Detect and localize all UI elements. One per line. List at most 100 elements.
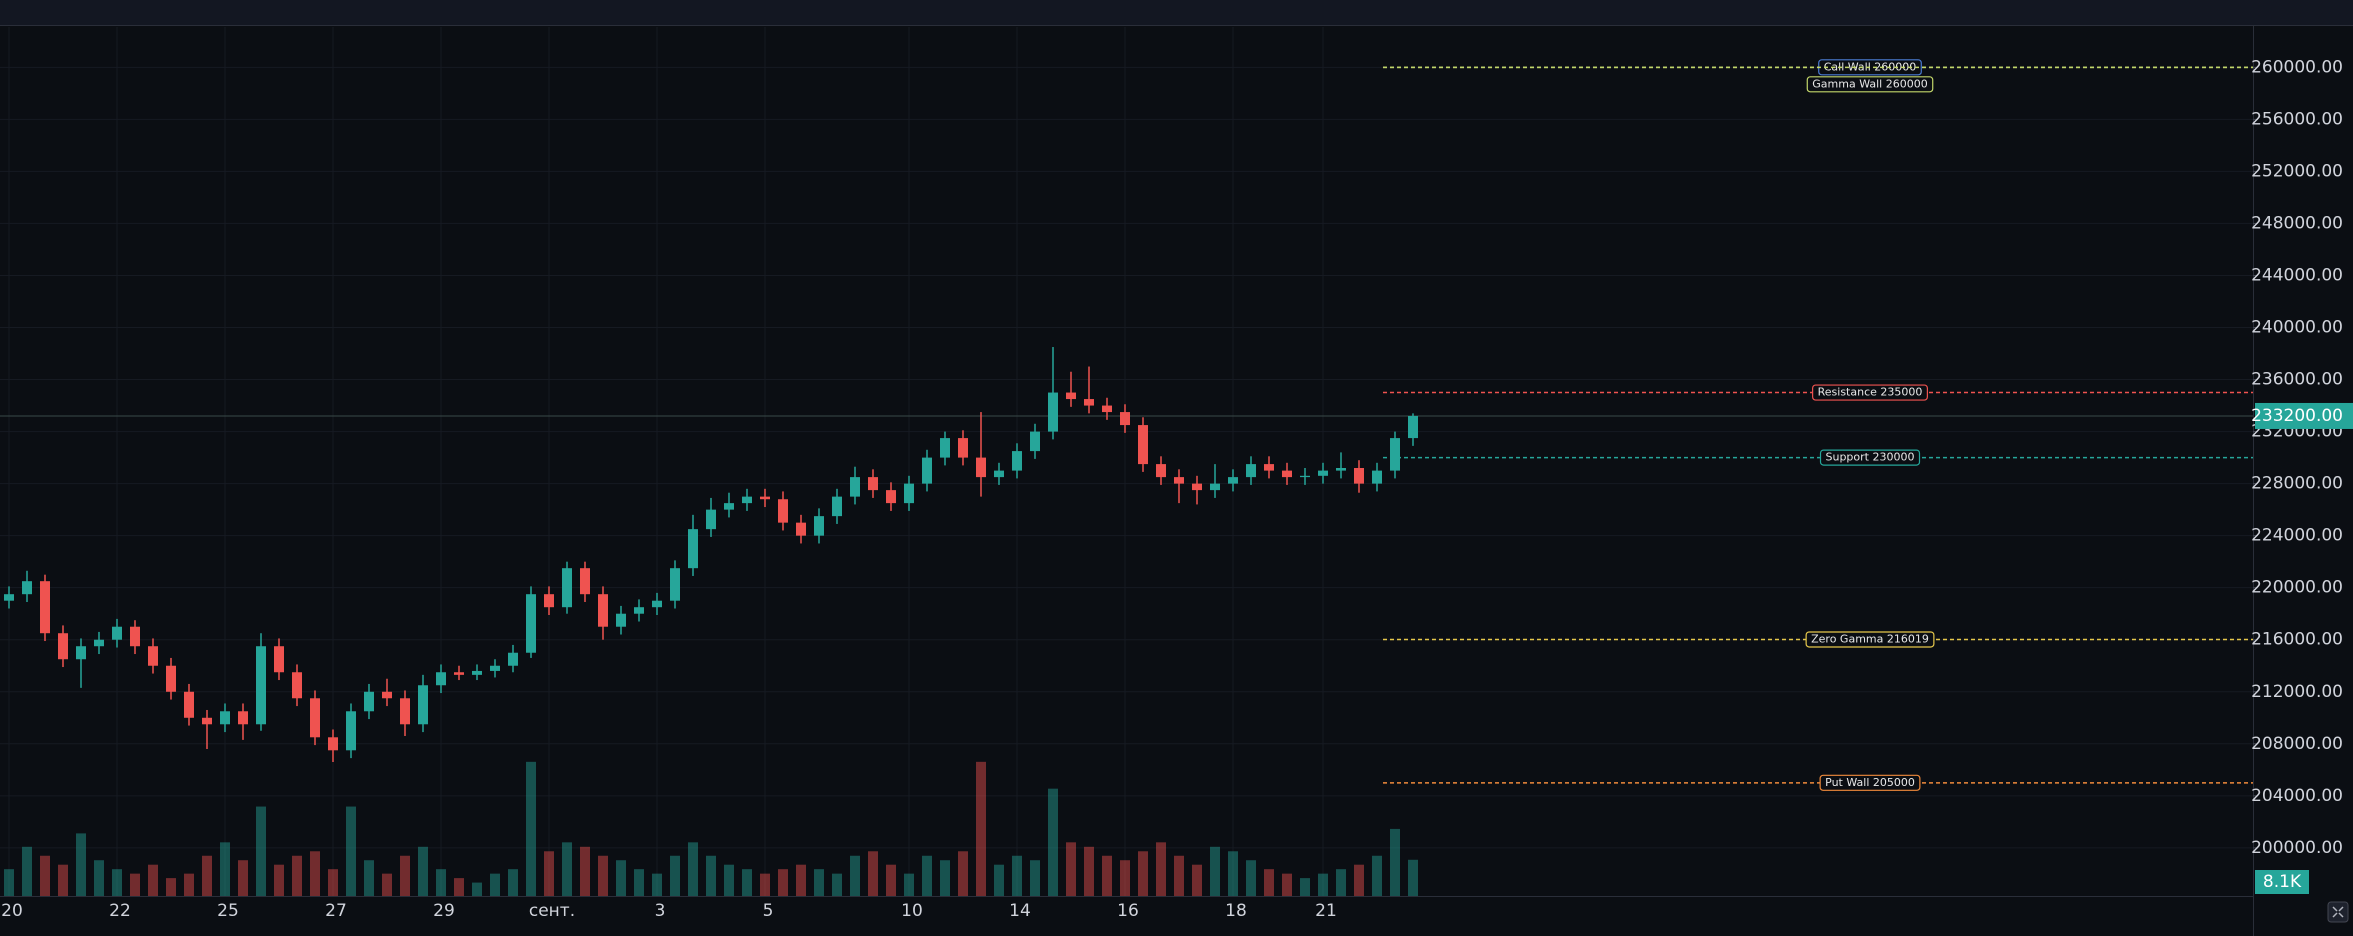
volume-bar bbox=[958, 851, 968, 896]
candle-body bbox=[1336, 468, 1346, 471]
candle-body bbox=[940, 438, 950, 458]
volume-bar bbox=[40, 855, 50, 896]
candle-body bbox=[994, 470, 1004, 478]
candle-body bbox=[202, 717, 212, 725]
candle-body bbox=[1102, 405, 1112, 413]
candle-body bbox=[238, 711, 248, 725]
candle-body bbox=[1156, 464, 1166, 478]
current-price-label: 233200.00 bbox=[2251, 406, 2343, 426]
volume-bar bbox=[1336, 869, 1346, 896]
volume-bar bbox=[346, 806, 356, 896]
candle-body bbox=[472, 670, 482, 675]
volume-bar bbox=[598, 855, 608, 896]
y-tick-label: 224000.00 bbox=[2251, 526, 2343, 546]
level-label: Zero Gamma 216019 bbox=[1811, 632, 1929, 645]
volume-bar bbox=[508, 869, 518, 896]
y-tick-label: 220000.00 bbox=[2251, 578, 2343, 598]
volume-bar bbox=[1138, 851, 1148, 896]
volume-bar bbox=[634, 869, 644, 896]
volume-bar bbox=[166, 878, 176, 896]
volume-bar bbox=[310, 851, 320, 896]
volume-bar bbox=[490, 873, 500, 896]
volume-bar bbox=[94, 860, 104, 896]
candle-body bbox=[742, 496, 752, 504]
level-label: Put Wall 205000 bbox=[1825, 776, 1915, 789]
candle-body bbox=[436, 672, 446, 686]
y-tick-label: 252000.00 bbox=[2251, 161, 2343, 181]
level-label-box bbox=[1819, 449, 1921, 466]
candle-body bbox=[886, 490, 896, 504]
current-price-box bbox=[2255, 402, 2353, 429]
candle-body bbox=[562, 568, 572, 608]
candle-body bbox=[1372, 470, 1382, 484]
candle-body bbox=[760, 496, 770, 500]
candle-body bbox=[1246, 464, 1256, 478]
fullscreen-icon bbox=[2332, 906, 2344, 918]
candle-body bbox=[526, 594, 536, 653]
candle-body bbox=[418, 685, 428, 725]
volume-bar bbox=[148, 864, 158, 896]
volume-bar bbox=[1156, 842, 1166, 896]
candle-body bbox=[328, 737, 338, 751]
volume-bar bbox=[130, 873, 140, 896]
candle-body bbox=[1300, 475, 1310, 478]
x-tick-label: сент. bbox=[529, 901, 575, 921]
volume-bar bbox=[364, 860, 374, 896]
candle-body bbox=[94, 639, 104, 647]
volume-bar bbox=[1354, 864, 1364, 896]
volume-bar bbox=[904, 873, 914, 896]
candle-body bbox=[778, 499, 788, 523]
volume-bar bbox=[832, 873, 842, 896]
volume-bar bbox=[616, 860, 626, 896]
y-tick-label: 248000.00 bbox=[2251, 213, 2343, 233]
volume-bar bbox=[1246, 860, 1256, 896]
volume-bar bbox=[454, 878, 464, 896]
volume-bar bbox=[526, 761, 536, 896]
volume-bar bbox=[1192, 864, 1202, 896]
y-tick-label: 228000.00 bbox=[2251, 474, 2343, 494]
level-label-box bbox=[1806, 76, 1934, 93]
volume-bar bbox=[328, 869, 338, 896]
candle-body bbox=[166, 665, 176, 692]
y-tick-label: 204000.00 bbox=[2251, 786, 2343, 806]
volume-bar bbox=[382, 873, 392, 896]
candle-body bbox=[832, 496, 842, 517]
x-tick-label: 14 bbox=[1009, 901, 1031, 921]
candle-body bbox=[76, 646, 86, 660]
level-label-box bbox=[1819, 774, 1921, 791]
volume-bar bbox=[1282, 873, 1292, 896]
current-volume-box bbox=[2255, 870, 2309, 894]
fullscreen-button[interactable] bbox=[2327, 901, 2349, 923]
candle-body bbox=[1228, 477, 1238, 484]
volume-bar bbox=[688, 842, 698, 896]
volume-bar bbox=[184, 873, 194, 896]
candle-body bbox=[670, 568, 680, 601]
candle-body bbox=[1210, 483, 1220, 491]
volume-bar bbox=[238, 860, 248, 896]
candle-body bbox=[400, 698, 410, 725]
volume-bar bbox=[1390, 828, 1400, 896]
candle-body bbox=[220, 711, 230, 725]
layout-button[interactable] bbox=[2327, 901, 2349, 923]
volume-bar bbox=[1030, 860, 1040, 896]
candle-body bbox=[814, 516, 824, 536]
volume-bar bbox=[274, 864, 284, 896]
candle-body bbox=[1390, 438, 1400, 471]
candle-body bbox=[868, 477, 878, 491]
y-tick-label: 236000.00 bbox=[2251, 370, 2343, 390]
volume-bar bbox=[1084, 846, 1094, 896]
candle-body bbox=[976, 457, 986, 478]
volume-bar bbox=[796, 864, 806, 896]
volume-bar bbox=[940, 860, 950, 896]
x-tick-label: 21 bbox=[1315, 901, 1337, 921]
candle-body bbox=[580, 568, 590, 595]
y-tick-label: 200000.00 bbox=[2251, 838, 2343, 858]
candle-body bbox=[796, 522, 806, 536]
volume-bar bbox=[400, 855, 410, 896]
volume-bar bbox=[1408, 859, 1418, 896]
x-tick-label: 22 bbox=[109, 901, 131, 921]
candle-body bbox=[1030, 431, 1040, 452]
volume-bar bbox=[220, 842, 230, 896]
x-tick-label: 10 bbox=[901, 901, 923, 921]
